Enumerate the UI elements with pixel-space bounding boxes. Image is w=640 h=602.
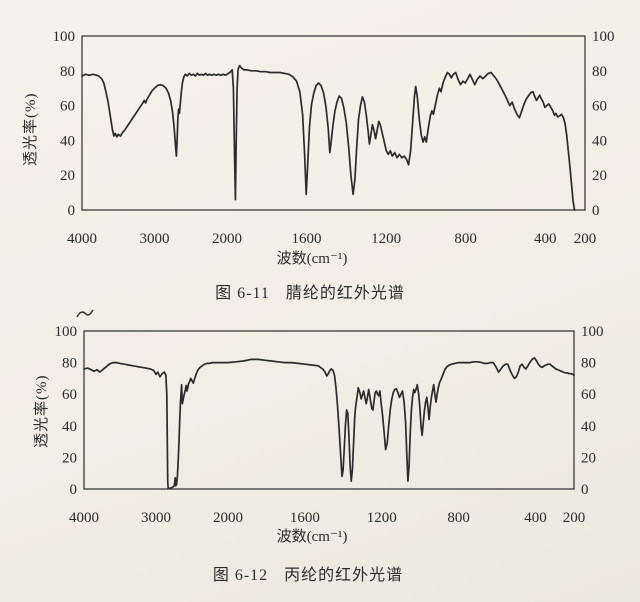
y-tick-label: 80 [62,356,77,372]
y-tick-label-right: 40 [581,419,596,435]
x-tick-label: 1600 [292,231,322,247]
y-tick-label-right: 80 [592,64,607,80]
transmittance-curve [83,357,575,490]
x-tick-label: 400 [534,231,557,247]
y-tick-label-right: 100 [592,29,615,45]
x-tick-label: 800 [454,231,477,247]
y-tick-label-right: 60 [592,99,607,115]
y-tick-label-right: 0 [592,203,600,219]
y-tick-label: 100 [55,324,78,340]
y-axis-title-fig611: 透光率(%) [23,92,39,167]
figure-title: 丙纶的红外光谱 [284,567,404,584]
x-tick-label: 400 [524,510,547,526]
y-tick-label-right: 40 [592,133,607,149]
x-tick-label: 1200 [367,510,397,526]
axis-box [83,330,575,490]
figure-number: 图 6-12 [212,567,269,584]
x-axis-title-fig611: 波数(cm⁻¹) [276,251,348,267]
x-tick-label: 1200 [371,231,401,247]
y-tick-label: 20 [60,168,75,184]
y-tick-label: 60 [62,387,77,403]
scan-artifact-mark [76,309,94,318]
axis-box [81,35,586,211]
y-tick-label-right: 100 [581,324,604,340]
x-tick-label: 200 [574,231,597,247]
y-tick-label-right: 20 [592,168,607,184]
y-tick-label: 40 [62,419,77,435]
figure-title: 腈纶的红外光谱 [285,285,405,302]
x-tick-label: 2000 [213,510,243,526]
y-tick-label-right: 20 [581,450,596,466]
x-axis-title-fig612: 波数(cm⁻¹) [276,529,348,545]
figure-caption-fig612: 图 6-12 丙纶的红外光谱 [128,561,488,585]
y-tick-label: 80 [60,64,75,80]
figure-caption-fig611: 图 6-11 腈纶的红外光谱 [130,279,490,303]
y-tick-label: 100 [53,29,76,45]
x-tick-label: 2000 [212,231,242,247]
x-tick-label: 4000 [67,231,97,247]
x-tick-label: 800 [447,510,470,526]
y-tick-label: 40 [60,133,75,149]
y-tick-label: 60 [60,99,75,115]
y-tick-label-right: 60 [581,387,596,403]
x-tick-label: 3000 [141,510,171,526]
x-tick-label: 3000 [140,231,170,247]
x-tick-label: 200 [563,510,586,526]
y-tick-label: 0 [68,203,76,219]
x-tick-label: 4000 [69,510,99,526]
figure-number: 图 6-11 [215,285,270,302]
transmittance-curve [81,64,576,211]
y-axis-title-fig612: 透光率(%) [34,374,50,449]
y-tick-label: 20 [62,450,77,466]
y-tick-label: 0 [70,482,78,498]
y-tick-label-right: 80 [581,356,596,372]
y-tick-label-right: 0 [581,482,589,498]
x-tick-label: 1600 [290,510,320,526]
